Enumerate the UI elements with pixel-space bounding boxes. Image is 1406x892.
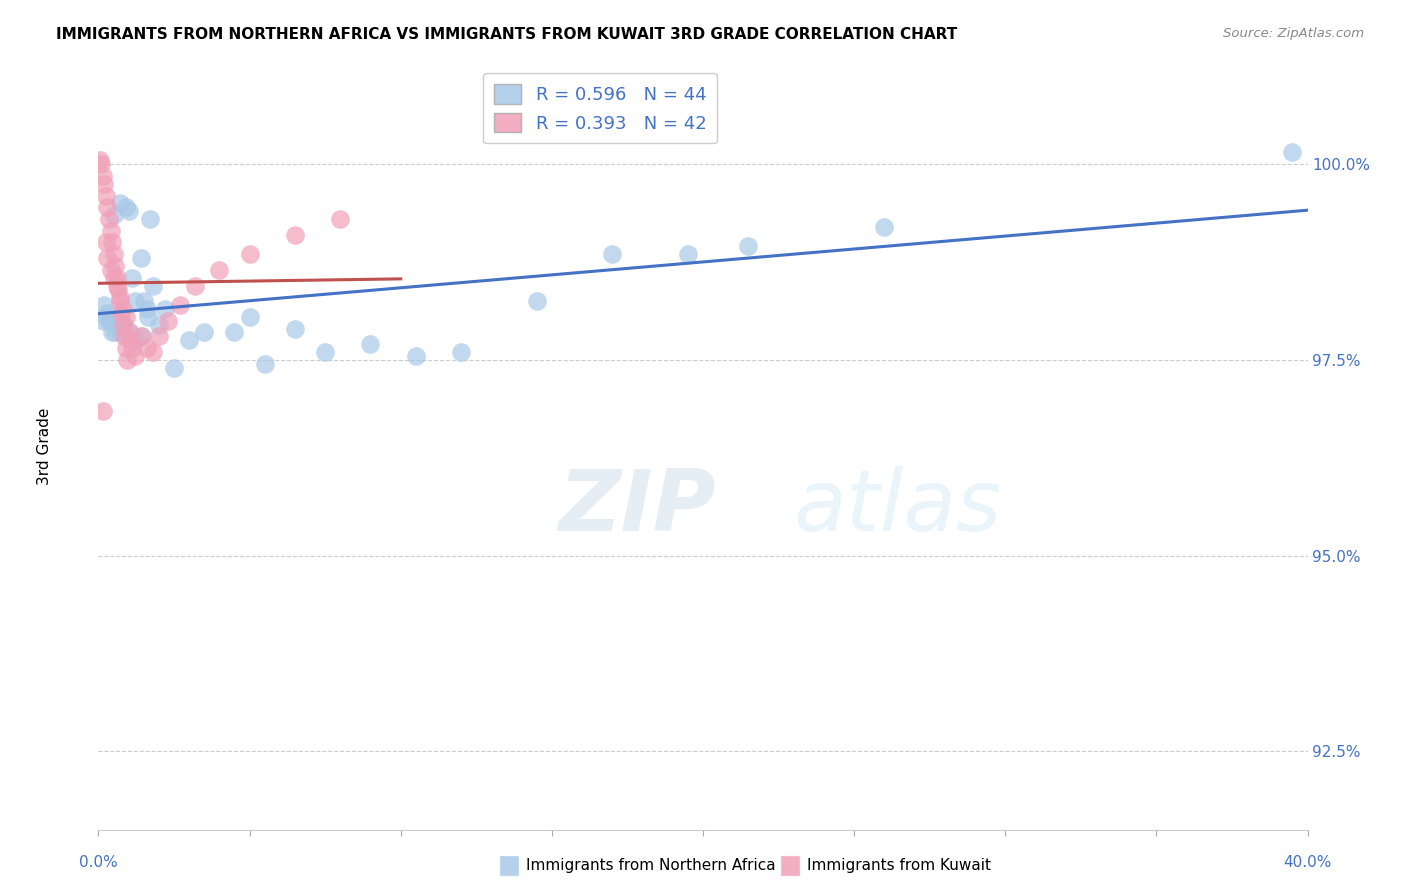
Point <box>93 298 115 312</box>
Point <box>89 153 111 168</box>
Point <box>737 239 759 253</box>
Point <box>90 157 112 171</box>
Text: atlas: atlas <box>793 466 1001 549</box>
Point <box>125 334 148 348</box>
Point <box>120 326 142 340</box>
Point <box>136 310 159 324</box>
Point <box>124 294 146 309</box>
Point <box>108 290 131 304</box>
Point <box>96 306 118 320</box>
Point <box>121 270 143 285</box>
Point <box>114 341 136 355</box>
Point <box>91 314 114 328</box>
Point <box>94 310 117 324</box>
Point <box>142 278 165 293</box>
Text: 40.0%: 40.0% <box>1284 855 1331 870</box>
Point <box>103 270 125 285</box>
Point <box>94 188 117 202</box>
Point <box>284 321 307 335</box>
Point <box>129 251 152 265</box>
Point <box>111 301 134 316</box>
Point <box>98 212 121 227</box>
Point <box>105 278 128 293</box>
Point <box>114 200 136 214</box>
Point <box>94 235 117 250</box>
Point <box>253 357 276 371</box>
Point <box>239 310 262 324</box>
Point <box>153 301 176 316</box>
Point <box>1281 145 1303 160</box>
Point <box>104 326 127 340</box>
Point <box>115 352 138 367</box>
Point <box>110 326 132 340</box>
Point <box>526 294 548 309</box>
Point <box>108 294 131 309</box>
Point <box>124 349 146 363</box>
Point <box>107 282 129 296</box>
Point <box>873 219 896 234</box>
Point <box>450 345 472 359</box>
Point <box>107 318 129 332</box>
Text: ZIP: ZIP <box>558 466 716 549</box>
Point <box>169 298 191 312</box>
Point <box>131 329 153 343</box>
Point <box>360 337 382 351</box>
Point <box>284 227 307 242</box>
Point <box>148 318 170 332</box>
Point <box>91 169 114 183</box>
Point <box>103 208 125 222</box>
Point <box>112 318 135 332</box>
Point <box>98 314 121 328</box>
Point <box>103 247 125 261</box>
Point <box>114 310 136 324</box>
Point <box>96 251 118 265</box>
Text: Immigrants from Kuwait: Immigrants from Kuwait <box>807 858 991 872</box>
Point <box>139 212 162 227</box>
Point <box>602 247 624 261</box>
Point <box>93 177 115 191</box>
Point <box>314 345 336 359</box>
Point <box>193 326 215 340</box>
Text: 0.0%: 0.0% <box>79 855 118 870</box>
Point <box>142 345 165 359</box>
Text: IMMIGRANTS FROM NORTHERN AFRICA VS IMMIGRANTS FROM KUWAIT 3RD GRADE CORRELATION : IMMIGRANTS FROM NORTHERN AFRICA VS IMMIG… <box>56 27 957 42</box>
Text: Immigrants from Northern Africa: Immigrants from Northern Africa <box>526 858 776 872</box>
Point <box>208 263 231 277</box>
Point <box>156 314 179 328</box>
Point <box>129 329 152 343</box>
Point <box>132 294 155 309</box>
Point <box>91 404 114 418</box>
Point <box>135 341 157 355</box>
Point <box>104 259 127 273</box>
Legend: R = 0.596   N = 44, R = 0.393   N = 42: R = 0.596 N = 44, R = 0.393 N = 42 <box>484 73 717 144</box>
Point <box>101 235 124 250</box>
Point <box>112 329 135 343</box>
Point <box>121 341 143 355</box>
Point <box>101 326 124 340</box>
Point <box>224 326 246 340</box>
Point <box>105 270 128 285</box>
Point <box>110 306 132 320</box>
Point <box>111 318 134 332</box>
Point <box>163 360 186 375</box>
Point <box>405 349 427 363</box>
Point <box>120 334 142 348</box>
Point <box>184 278 207 293</box>
Text: 3rd Grade: 3rd Grade <box>37 408 52 484</box>
Point <box>676 247 699 261</box>
Point <box>100 224 122 238</box>
Point <box>118 326 141 340</box>
Point <box>108 196 131 211</box>
Point <box>179 334 201 348</box>
Point <box>135 301 157 316</box>
Text: Source: ZipAtlas.com: Source: ZipAtlas.com <box>1223 27 1364 40</box>
Point <box>148 329 170 343</box>
Point <box>100 263 122 277</box>
Point <box>118 204 141 219</box>
Point <box>239 247 262 261</box>
Point <box>329 212 352 227</box>
Point <box>96 200 118 214</box>
